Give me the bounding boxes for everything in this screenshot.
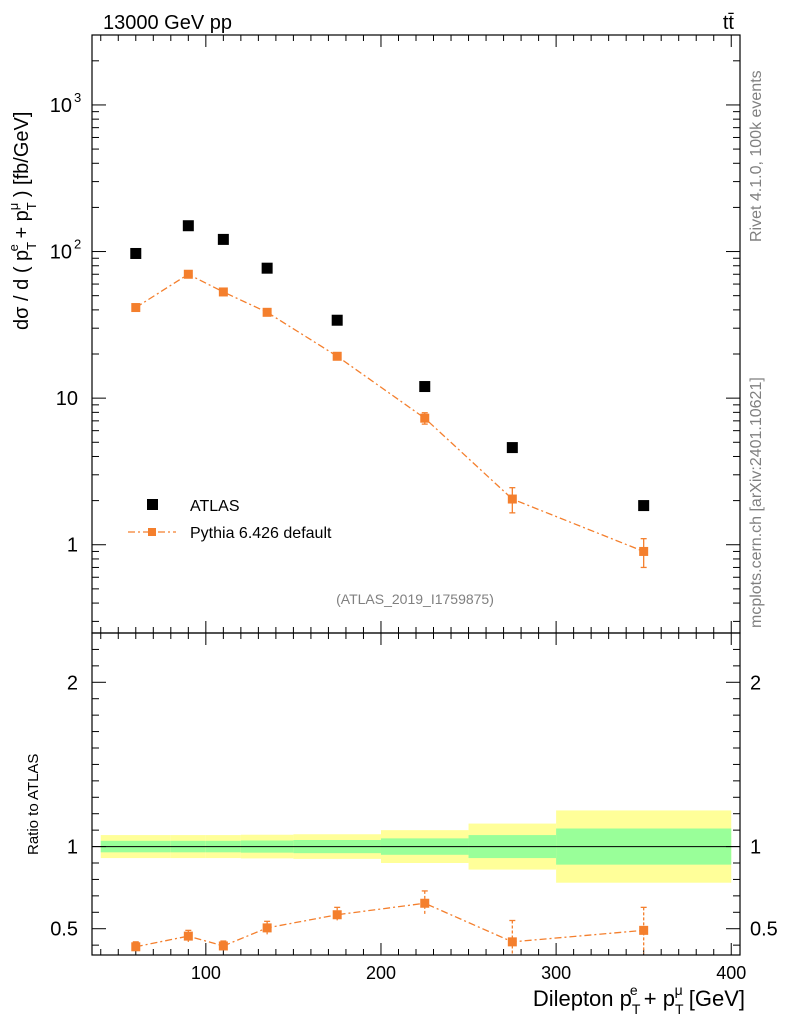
header-process-label: tt̄ — [723, 12, 735, 34]
ratio-point-4 — [332, 910, 342, 920]
y-tick-exp-2: 2 — [74, 237, 81, 252]
ratio-point-0 — [131, 942, 141, 952]
mc-line — [135, 273, 644, 553]
y-tick-exp-3: 3 — [74, 90, 81, 105]
data-point-5 — [419, 381, 431, 393]
mcplots-label: mcplots.cern.ch [arXiv:2401.10621] — [748, 377, 765, 628]
ratio-point-3 — [262, 923, 272, 933]
mc-point-1 — [183, 269, 193, 279]
y-tick-label-2: 10 — [50, 242, 72, 264]
rivet-version-label: Rivet 4.1.0, 100k events — [748, 70, 765, 242]
ratio-point-2 — [218, 941, 228, 951]
data-point-2 — [217, 233, 229, 245]
r-tick-label-right-0: 0.5 — [750, 919, 778, 941]
data-point-3 — [261, 262, 273, 274]
legend-mc-marker — [148, 528, 156, 536]
ratio-point-5 — [420, 898, 430, 908]
x-tick-label-300: 300 — [541, 963, 571, 983]
r-tick-label-left-1: 1 — [67, 837, 78, 859]
svg-text:dσ / d ( pTe + pTμ ) [fb/GeV]: dσ / d ( pTe + pTμ ) [fb/GeV] — [6, 112, 39, 330]
ratio-mc-line — [135, 902, 644, 948]
ratio-point-6 — [507, 937, 517, 947]
svg-text:Dilepton pTe + pTμ [GeV]: Dilepton pTe + pTμ [GeV] — [533, 982, 745, 1017]
mc-point-6 — [507, 494, 517, 504]
header-energy-label: 13000 GeV pp — [103, 12, 232, 34]
ratio-point-1 — [183, 931, 193, 941]
data-point-4 — [331, 314, 343, 326]
mc-point-0 — [131, 303, 141, 313]
data-point-0 — [130, 247, 142, 259]
data-point-6 — [506, 442, 518, 454]
x-tick-label-200: 200 — [366, 963, 396, 983]
x-tick-label-100: 100 — [191, 963, 221, 983]
r-tick-label-left-2: 2 — [67, 672, 78, 694]
mc-point-2 — [218, 287, 228, 297]
ratio-xlabel: Dilepton pTe + pTμ [GeV] — [533, 982, 745, 1017]
y-tick-label-1: 10 — [56, 388, 78, 410]
main-frame — [91, 34, 741, 634]
r-tick-label-right-2: 2 — [750, 672, 761, 694]
data-point-7 — [638, 500, 650, 512]
legend: ATLAS Pythia 6.426 default — [128, 498, 332, 542]
r-tick-label-right-1: 1 — [750, 837, 761, 859]
data-point-1 — [182, 220, 194, 232]
y-tick-label-3: 10 — [50, 95, 72, 117]
y-tick-label-0: 1 — [67, 535, 78, 557]
r-tick-label-left-0: 0.5 — [50, 919, 78, 941]
ratio-ylabel: Ratio to ATLAS — [25, 754, 42, 855]
mc-point-7 — [639, 546, 649, 556]
x-tick-label-400: 400 — [716, 963, 746, 983]
mc-point-5 — [420, 413, 430, 423]
legend-mc-label: Pythia 6.426 default — [190, 525, 332, 542]
legend-data-label: ATLAS — [190, 498, 240, 515]
mc-point-4 — [332, 351, 342, 361]
analysis-tag: (ATLAS_2019_I1759875) — [336, 591, 494, 607]
mc-point-3 — [262, 307, 272, 317]
ratio-frame — [91, 632, 741, 956]
legend-data-marker — [147, 499, 158, 510]
ratio-point-7 — [639, 925, 649, 935]
ratio-panel: 100 200 300 400 0.5 0.5 1 1 2 2 — [50, 632, 778, 983]
main-ylabel: dσ / d ( pTe + pTμ ) [fb/GeV] — [6, 112, 39, 330]
